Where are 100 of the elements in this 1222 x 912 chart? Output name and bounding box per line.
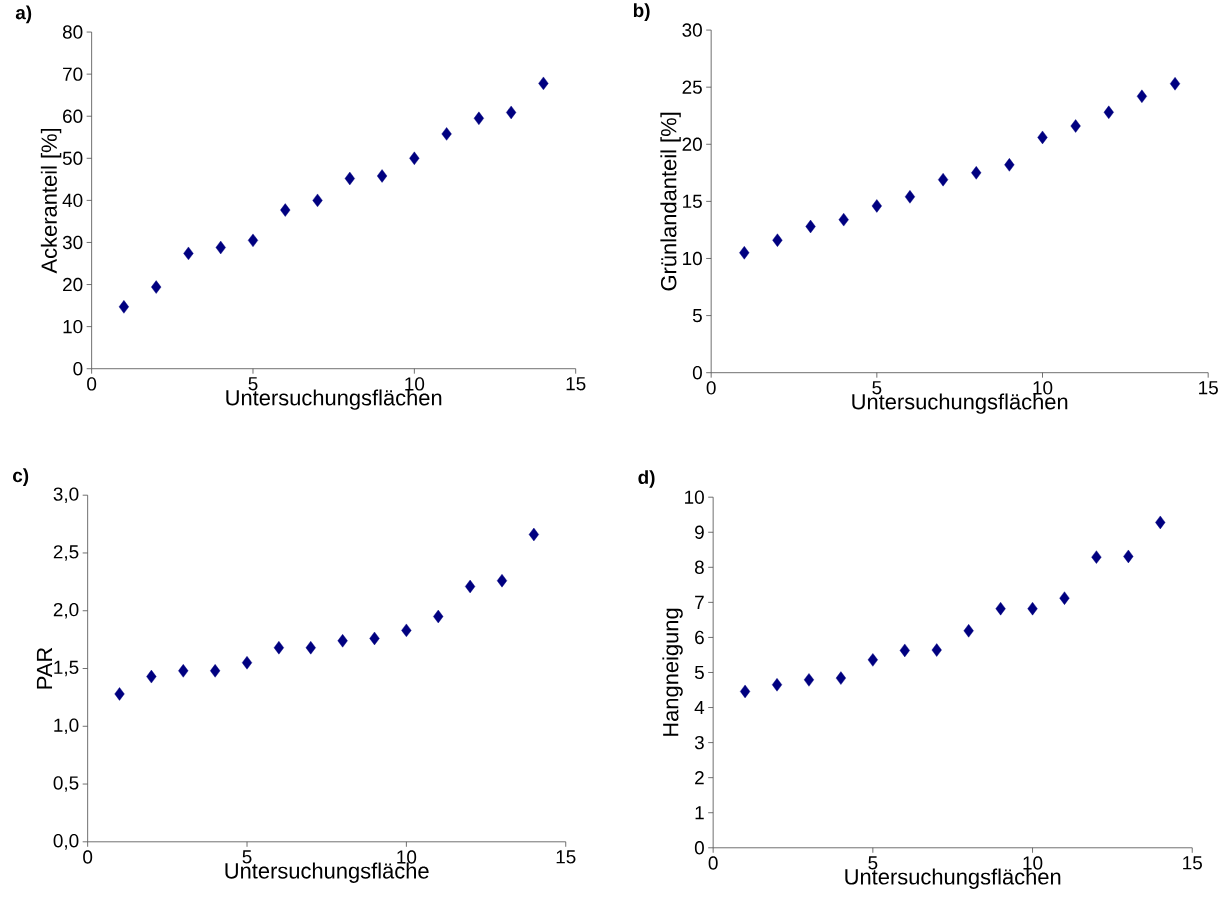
- point: [241, 656, 253, 670]
- point: [114, 687, 125, 701]
- point: [465, 580, 476, 594]
- point: [273, 641, 284, 655]
- y-tick-label: 0: [73, 362, 83, 376]
- y-tick-label: 7: [695, 596, 704, 610]
- y-tick-label: 0,0: [53, 834, 79, 850]
- point: [740, 684, 751, 699]
- y-axis-title: Hangneigung: [662, 608, 683, 737]
- y-tick-label: 60: [63, 109, 83, 124]
- point: [931, 643, 942, 657]
- y-tick-label: 5: [692, 309, 702, 323]
- x-tick-label: 10: [405, 377, 425, 391]
- point: [805, 220, 816, 234]
- point: [337, 634, 348, 648]
- y-tick-label: 3: [694, 736, 704, 750]
- point: [963, 624, 974, 638]
- x-tick-label: 5: [242, 850, 252, 864]
- y-tick-label: 1,0: [54, 718, 79, 735]
- chart-title: a): [15, 5, 32, 24]
- y-tick-label: 0: [694, 841, 704, 855]
- chart-title: b): [633, 3, 650, 22]
- y-tick-label: 2: [695, 771, 704, 785]
- y-axis-title: Ackeranteil [%]: [40, 129, 62, 274]
- x-tick-label: 0: [708, 856, 718, 870]
- y-tick-label: 0: [692, 366, 702, 380]
- point: [938, 173, 949, 187]
- point: [409, 151, 420, 166]
- point: [528, 528, 539, 542]
- x-tick-label: 5: [248, 377, 258, 391]
- point: [473, 111, 484, 126]
- point: [871, 199, 882, 213]
- point: [1037, 130, 1048, 145]
- y-tick-label: 50: [62, 151, 83, 166]
- point: [1004, 158, 1015, 172]
- y-tick-label: 20: [682, 137, 702, 152]
- y-tick-label: 5: [694, 666, 704, 680]
- point: [904, 190, 916, 204]
- point: [995, 602, 1006, 616]
- point: [835, 671, 846, 686]
- point: [867, 653, 878, 667]
- point: [899, 643, 910, 658]
- y-tick-label: 0,5: [53, 776, 79, 793]
- y-tick-label: 30: [682, 23, 702, 37]
- point: [803, 673, 815, 687]
- x-axis-title: Untersuchungsflächen: [852, 393, 1068, 415]
- point: [1169, 77, 1181, 91]
- point: [369, 632, 380, 646]
- x-tick-label: 5: [872, 381, 882, 395]
- point: [1027, 602, 1038, 616]
- point: [118, 300, 129, 314]
- y-tick-label: 3,0: [53, 487, 79, 504]
- x-tick-label: 15: [1199, 381, 1218, 395]
- y-tick-label: 10: [683, 252, 702, 266]
- point: [344, 172, 355, 186]
- y-tick-label: 15: [683, 195, 702, 209]
- chart-title: c): [13, 468, 29, 487]
- y-tick-label: 10: [685, 490, 704, 505]
- y-tick-label: 30: [62, 236, 83, 250]
- point: [971, 166, 982, 180]
- y-tick-label: 2,5: [53, 545, 79, 562]
- point: [771, 678, 783, 692]
- point: [1059, 591, 1070, 606]
- x-axis-title: Untersuchungsflächen: [226, 389, 442, 411]
- point: [1136, 89, 1147, 104]
- point: [151, 280, 162, 294]
- y-tick-label: 2,0: [53, 603, 79, 619]
- point: [838, 213, 849, 227]
- point: [739, 246, 750, 260]
- point: [772, 233, 783, 248]
- point: [247, 233, 259, 248]
- x-tick-label: 10: [397, 850, 417, 864]
- point: [506, 105, 517, 120]
- point: [1123, 550, 1134, 564]
- y-axis-title: PAR: [36, 648, 53, 689]
- x-tick-label: 10: [1023, 856, 1043, 870]
- point: [538, 76, 549, 91]
- point: [496, 574, 508, 588]
- x-tick-label: 10: [1033, 381, 1053, 395]
- point: [1091, 550, 1102, 565]
- y-tick-label: 1: [695, 806, 704, 820]
- y-tick-label: 20: [63, 278, 83, 292]
- point: [210, 664, 221, 678]
- y-tick-label: 80: [62, 25, 83, 39]
- y-tick-label: 25: [682, 80, 702, 95]
- point: [433, 610, 444, 624]
- point: [146, 670, 157, 684]
- x-tick-label: 5: [868, 856, 878, 870]
- y-tick-label: 70: [63, 67, 83, 82]
- x-tick-label: 15: [1183, 856, 1202, 870]
- point: [305, 641, 316, 655]
- y-tick-label: 9: [695, 525, 704, 540]
- point: [1103, 105, 1114, 120]
- x-tick-label: 0: [706, 381, 716, 395]
- x-tick-label: 15: [566, 377, 586, 391]
- point: [377, 169, 388, 183]
- x-tick-label: 15: [556, 850, 576, 864]
- point: [183, 246, 194, 261]
- y-tick-label: 10: [63, 320, 83, 334]
- point: [312, 193, 323, 208]
